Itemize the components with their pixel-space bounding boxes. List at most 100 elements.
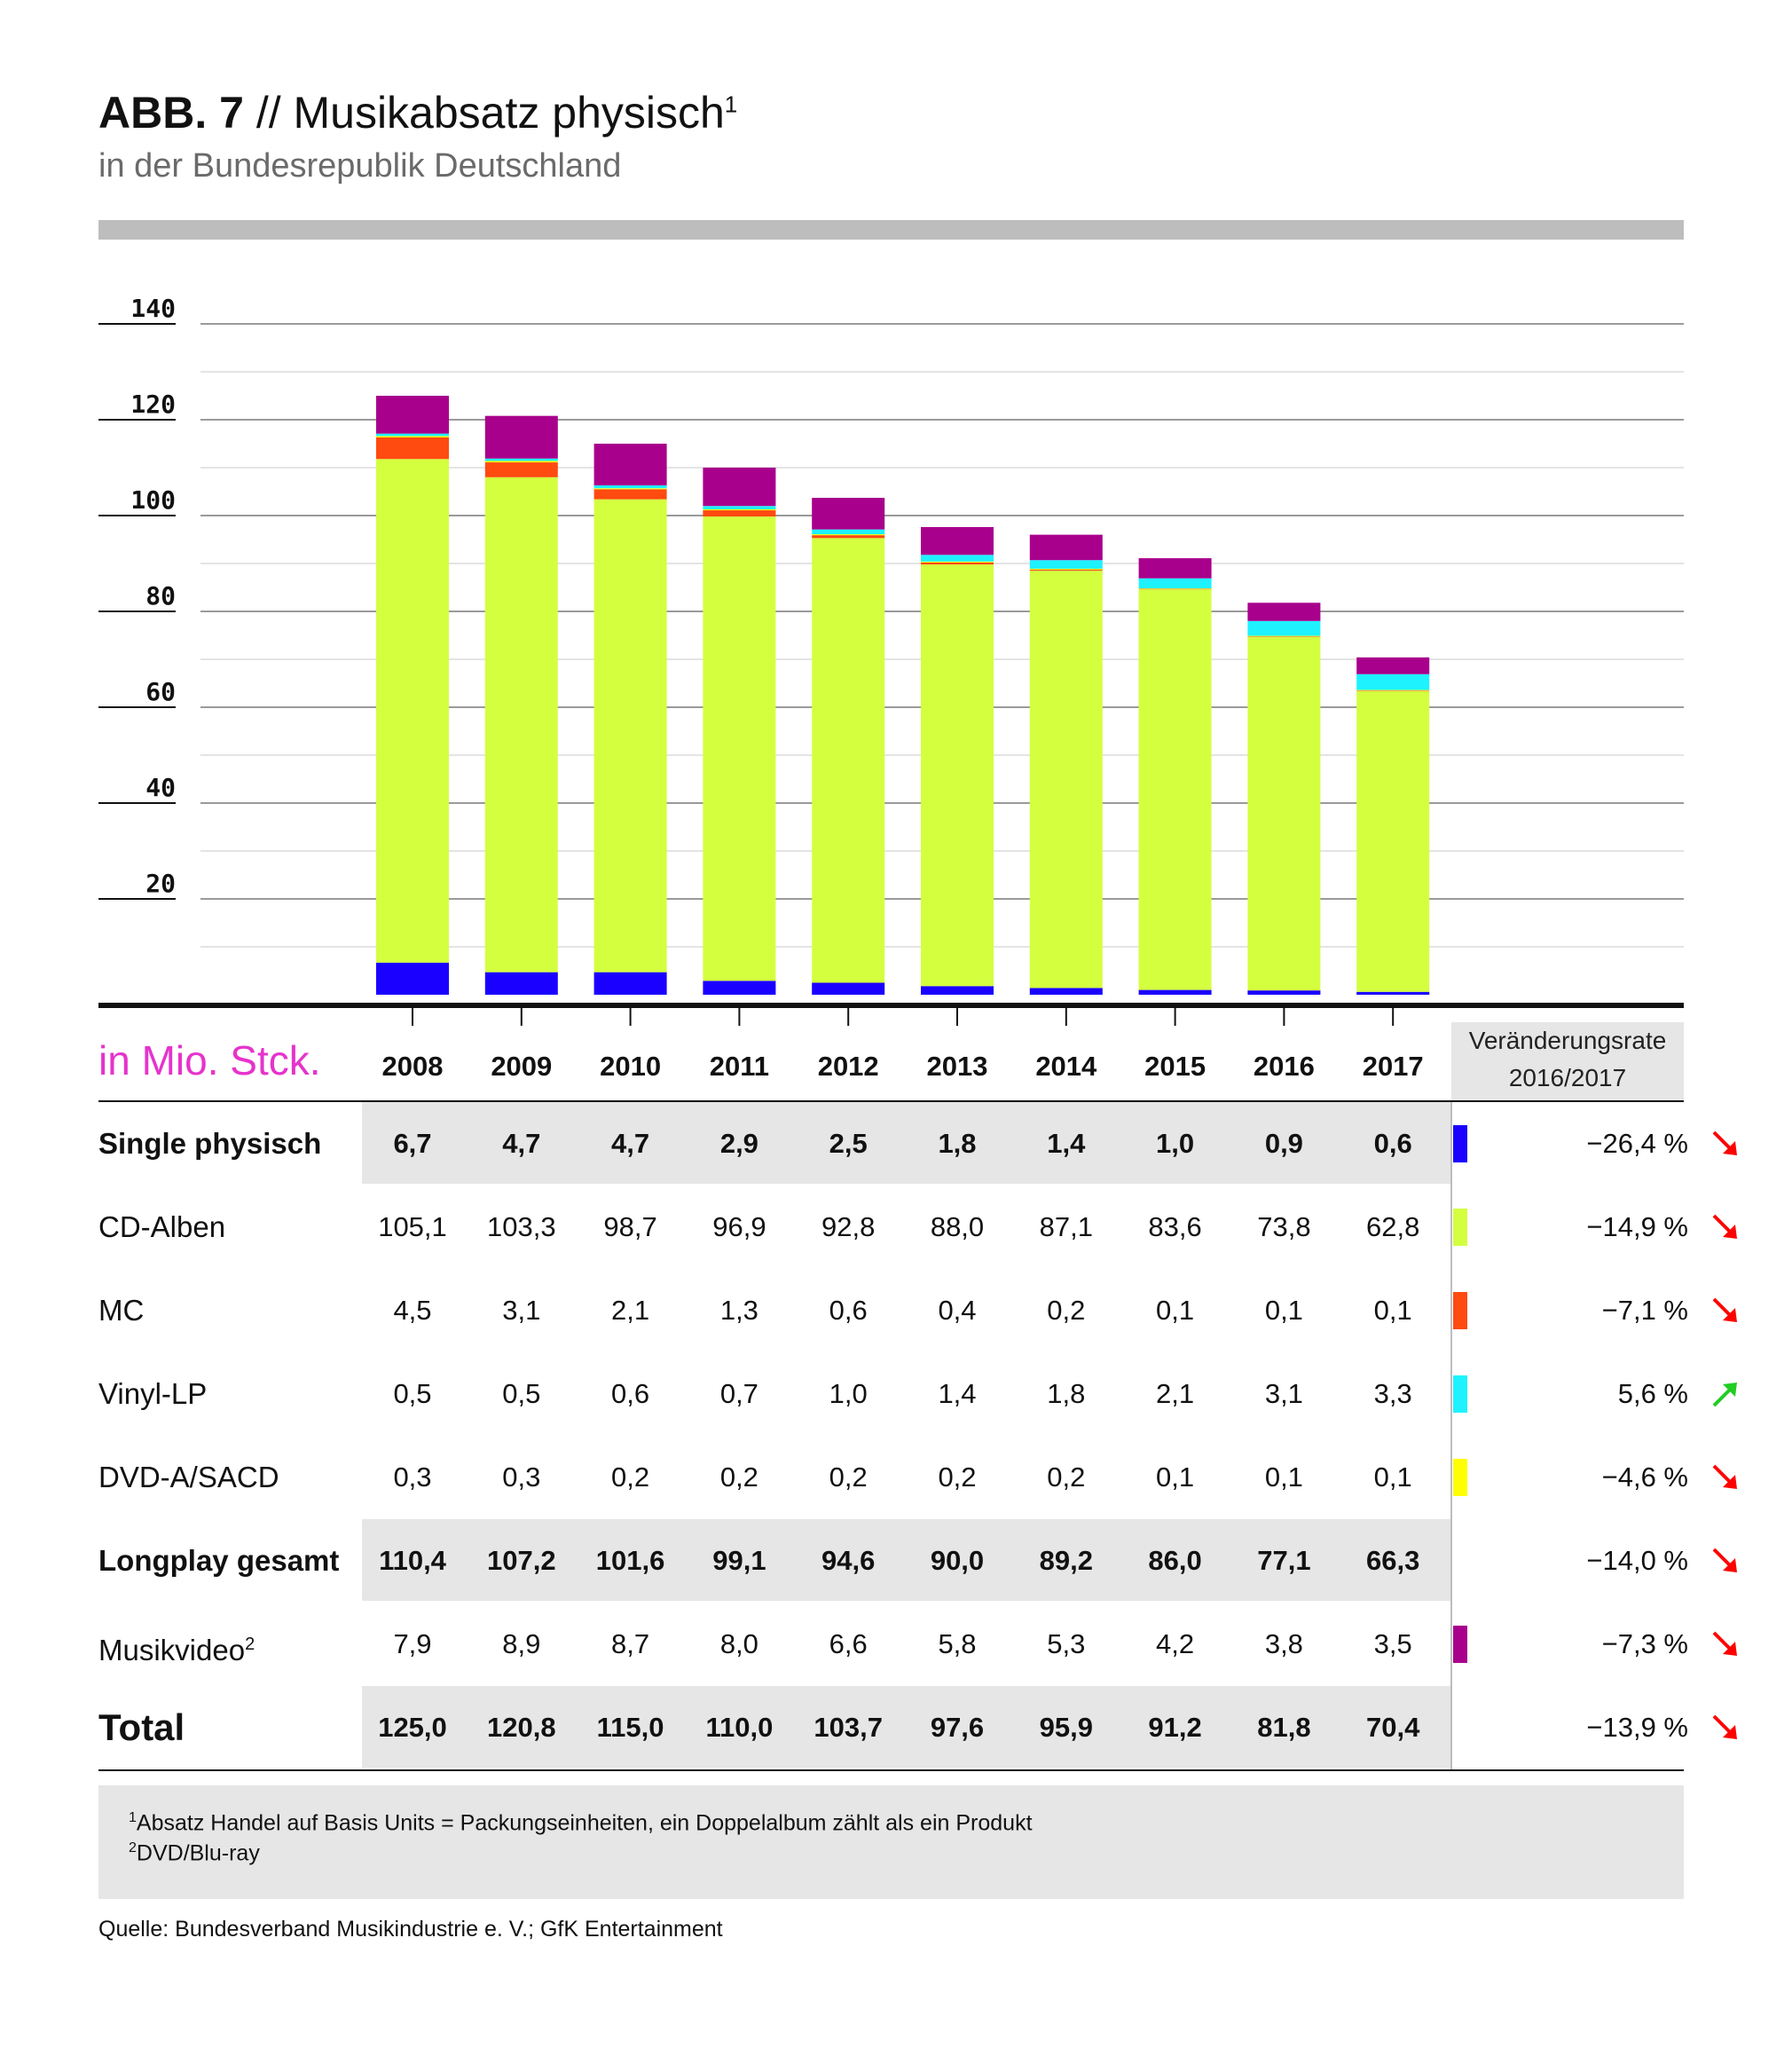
bar-segment-single-physisch-2009: [484, 972, 558, 995]
trend-down-arrow-icon: [1709, 1127, 1742, 1161]
bar-segment-mc-2013: [921, 562, 994, 565]
table-cell: 62,8: [1366, 1211, 1420, 1242]
trend-down-arrow-icon: [1709, 1711, 1742, 1745]
row-divider: [362, 1267, 1451, 1269]
row-label-footnote-mark: 2: [245, 1635, 255, 1654]
legend-swatch: [1453, 1375, 1467, 1413]
table-cell: 86,0: [1148, 1545, 1202, 1576]
bar-segment-dvd-a-sacd-2016: [1247, 635, 1321, 637]
table-cell: 77,1: [1257, 1545, 1311, 1576]
table-cell: 2,5: [829, 1128, 868, 1159]
row-divider: [362, 1517, 1451, 1519]
row-label-text: DVD-A/SACD: [98, 1461, 279, 1493]
table-row-single-physisch: Single physisch 6,7 4,7 4,7 2,9 2,5 1,8 1,4 1,0 0…: [98, 1102, 1737, 1186]
bars: [376, 396, 1430, 995]
bar-segment-musikvideo-2013: [921, 526, 994, 555]
trend-up-arrow-icon: [1709, 1377, 1742, 1411]
table-cell: 2,9: [719, 1128, 758, 1159]
bar-segment-cd-alben-2009: [484, 477, 558, 973]
table-row-mc: MC 4,5 3,1 2,1 1,3 0,6 0,4 0,2 0,1 0,1 0,1 −7,1 %: [98, 1269, 1737, 1352]
x-axis: [98, 1003, 1684, 1026]
bar-segment-single-physisch-2011: [703, 981, 776, 995]
table-cell: 96,9: [712, 1211, 766, 1242]
table-cell: 6,6: [829, 1628, 868, 1659]
table-cell: 90,0: [930, 1545, 985, 1576]
trend-down-arrow-icon: [1709, 1294, 1742, 1327]
legend-swatch: [1453, 1626, 1467, 1663]
legend-swatch: [1453, 1292, 1467, 1329]
footnote-2-mark: 2: [129, 1840, 137, 1855]
row-label: DVD-A/SACD: [98, 1436, 279, 1519]
row-divider: [362, 1768, 1451, 1769]
table-row-dvd-a-sacd: DVD-A/SACD 0,3 0,3 0,2 0,2 0,2 0,2 0,2 0,1 0,1 0,1…: [98, 1436, 1737, 1519]
bar-segment-mc-2009: [484, 462, 558, 477]
table-cell: 88,0: [930, 1211, 985, 1242]
row-label: Longplay gesamt: [98, 1519, 339, 1603]
bar-segment-vinyl-lp-2017: [1356, 674, 1430, 690]
trend-down-arrow-icon: [1709, 1210, 1742, 1244]
bar-segment-single-physisch-2008: [376, 962, 449, 995]
bar-segment-musikvideo-2009: [484, 415, 558, 459]
bar-segment-dvd-a-sacd-2010: [593, 488, 667, 490]
title-text: // Musikabsatz physisch: [243, 88, 725, 138]
bar-segment-dvd-a-sacd-2012: [812, 534, 885, 536]
table-cell: 115,0: [596, 1712, 664, 1743]
row-shade: [362, 1686, 1451, 1769]
bar-segment-mc-2016: [1247, 636, 1321, 637]
table-cell: 3,1: [1264, 1378, 1303, 1409]
table-cell: 0,2: [719, 1461, 758, 1493]
legend-swatch: [1453, 1459, 1467, 1496]
table-cell: 1,4: [938, 1378, 977, 1409]
change-rate: −7,3 %: [1601, 1628, 1688, 1659]
row-divider: [362, 1351, 1451, 1352]
table-cell: 91,2: [1148, 1712, 1202, 1743]
change-rate: −4,6 %: [1601, 1461, 1688, 1493]
year-header-2015: 2015: [1144, 1051, 1206, 1082]
figure-label: ABB. 7: [98, 88, 244, 138]
table-cell: 1,8: [938, 1128, 977, 1159]
header-bar: [98, 220, 1684, 240]
table-cell: 101,6: [595, 1545, 665, 1576]
bar-segment-mc-2014: [1029, 570, 1103, 571]
table-cell: 0,7: [719, 1378, 758, 1409]
year-header-2008: 2008: [381, 1051, 444, 1082]
table-cell: 125,0: [378, 1712, 447, 1743]
row-label: MC: [98, 1269, 144, 1352]
bar-segment-musikvideo-2010: [593, 444, 667, 485]
table-cell: 0,1: [1373, 1461, 1412, 1493]
bar-segment-dvd-a-sacd-2011: [703, 508, 776, 511]
table-cell: 0,1: [1264, 1461, 1303, 1493]
bar-segment-dvd-a-sacd-2017: [1356, 689, 1430, 691]
footnotes-box: 1Absatz Handel auf Basis Units = Packung…: [98, 1785, 1684, 1899]
row-divider: [362, 1184, 1451, 1186]
table-cell: 7,9: [393, 1628, 432, 1659]
footnote-1-text: Absatz Handel auf Basis Units = Packungs…: [136, 1810, 1033, 1836]
bar-segment-single-physisch-2010: [593, 972, 667, 995]
row-shade: [362, 1102, 1451, 1186]
table-cell: 0,5: [502, 1378, 541, 1409]
row-label-text: Total: [98, 1706, 185, 1748]
rate-header: Veränderungsrate 2016/2017: [1451, 1022, 1684, 1101]
year-header-2014: 2014: [1035, 1051, 1097, 1082]
table-cell: 8,0: [719, 1628, 758, 1659]
bar-segment-vinyl-lp-2015: [1138, 578, 1212, 589]
bar-segment-vinyl-lp-2011: [703, 506, 776, 509]
table-cell: 1,8: [1047, 1378, 1086, 1409]
table-cell: 120,8: [487, 1712, 556, 1743]
bar-segment-musikvideo-2017: [1356, 657, 1430, 674]
table-cell: 98,7: [603, 1211, 657, 1242]
trend-down-arrow-icon: [1709, 1461, 1742, 1494]
table-cell: 103,7: [813, 1712, 883, 1743]
bar-segment-musikvideo-2016: [1247, 603, 1321, 621]
source-note: Quelle: Bundesverband Musikindustrie e. …: [98, 1917, 723, 1942]
table-cell: 0,1: [1156, 1295, 1195, 1326]
table-row-vinyl-lp: Vinyl-LP 0,5 0,5 0,6 0,7 1,0 1,4 1,8 2,1 3,1 3,3 5,…: [98, 1352, 1737, 1436]
table-row-longplay-gesamt: Longplay gesamt 110,4 107,2 101,6 99,1 94,6 90…: [98, 1519, 1737, 1603]
table-cell: 0,3: [502, 1461, 541, 1493]
bar-segment-mc-2015: [1138, 588, 1212, 590]
table-cell: 66,3: [1366, 1545, 1420, 1576]
bar-segment-vinyl-lp-2014: [1029, 560, 1103, 569]
bar-segment-vinyl-lp-2012: [812, 529, 885, 535]
stacked-bar-chart: 20 40 60 80 100 120 140: [98, 294, 1684, 1026]
change-rate: −26,4 %: [1586, 1128, 1688, 1159]
